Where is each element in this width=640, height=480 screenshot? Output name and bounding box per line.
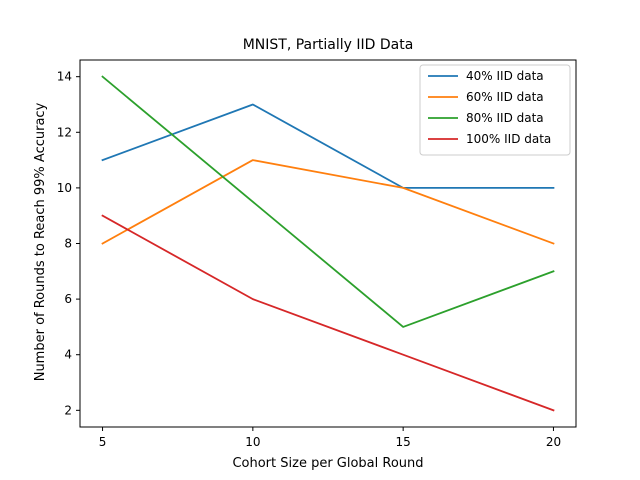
x-axis-label: Cohort Size per Global Round [232,456,423,471]
series-line-1 [101,103,555,189]
y-tick-label: 4 [64,348,72,362]
y-tick-label: 10 [57,181,72,195]
y-tick-label: 12 [57,125,72,139]
legend-label-3: 80% IID data [466,111,544,125]
legend-label-1: 40% IID data [466,69,544,83]
x-tick-label: 15 [396,435,411,449]
series-line-2 [101,159,555,245]
legend-box [419,64,571,156]
y-tick-label: 14 [57,70,72,84]
chart-title: MNIST, Partially IID Data [243,37,414,53]
y-axis-label: Number of Rounds to Reach 99% Accuracy [33,102,48,381]
x-tick-label: 10 [245,435,260,449]
y-tick-label: 6 [64,292,72,306]
y-tick-label: 2 [64,403,72,417]
legend-label-4: 100% IID data [466,132,551,146]
axes-group: 5 10 15 20 2 4 6 8 10 12 14 [57,59,577,449]
legend: 40% IID data 60% IID data 80% IID data 100%… [419,64,571,156]
y-tick-label: 8 [64,237,72,251]
x-tick-label: 20 [546,435,561,449]
plot-area [101,75,555,412]
series-line-4 [101,214,555,412]
x-tick-label: 5 [99,435,107,449]
legend-label-2: 60% IID data [466,90,544,104]
series-line-3 [101,75,555,328]
